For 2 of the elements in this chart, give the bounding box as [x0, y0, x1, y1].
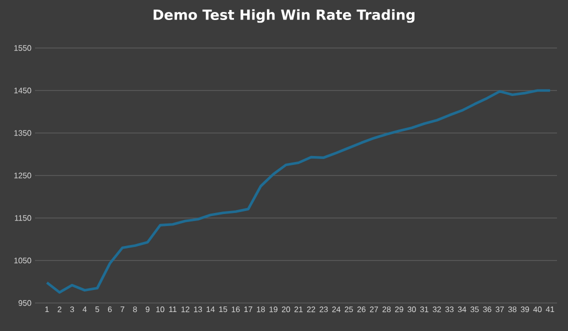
chart-title: Demo Test High Win Rate Trading	[154, 9, 414, 23]
line-series	[46, 89, 552, 294]
